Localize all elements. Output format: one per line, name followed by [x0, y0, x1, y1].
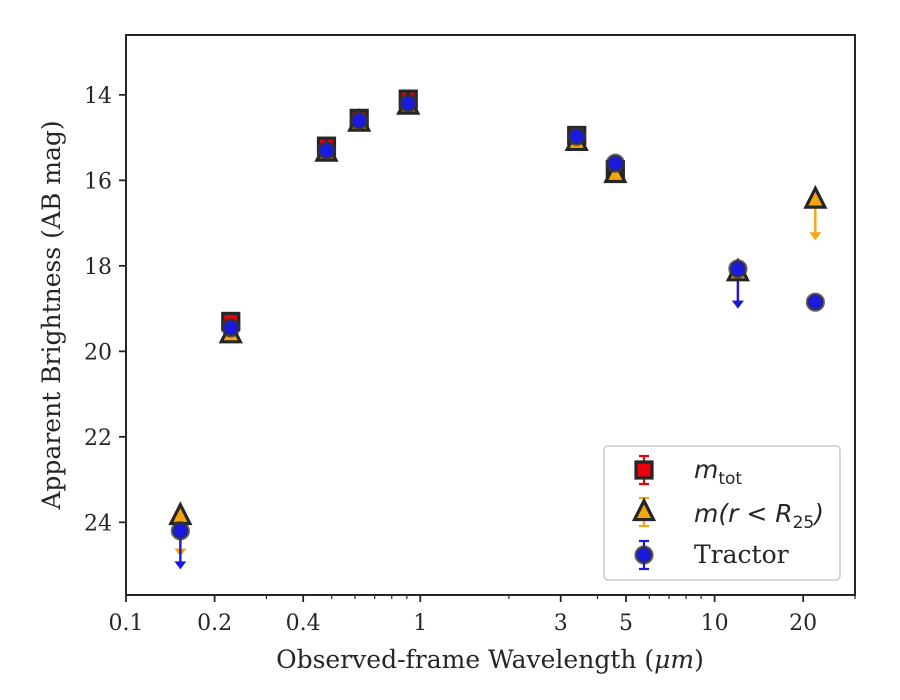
upper-limit-arrow-tractor-head — [174, 561, 187, 570]
legend-marker-tractor — [634, 545, 654, 565]
y-tick-label: 24 — [84, 511, 112, 536]
legend-marker-mtot — [634, 460, 654, 480]
axis-ticks: 0.1 0.2 0.4 1 3 5 10 20 14 16 18 20 22 24 — [84, 84, 856, 636]
upper-limit-arrow-tractor-head — [731, 300, 744, 309]
point-tractor — [567, 126, 587, 146]
legend: mtot m(r < R25) Tractor — [603, 445, 841, 581]
y-tick-label: 18 — [84, 255, 112, 280]
y-tick-label: 16 — [84, 169, 112, 194]
legend-label-mr25: m(r < R25) — [694, 499, 824, 533]
x-tick-label: 3 — [554, 611, 568, 636]
point-tractor — [221, 318, 241, 338]
point-tractor — [349, 110, 369, 131]
x-axis-label: Observed-frame Wavelength (μm) — [276, 645, 704, 674]
legend-marker-mr25 — [631, 497, 657, 522]
data-markers — [168, 89, 828, 570]
plot-frame — [125, 34, 856, 596]
x-tick-label: 10 — [701, 611, 729, 636]
legend-label-tractor: Tractor — [694, 540, 789, 569]
x-tick-label: 0.2 — [197, 611, 232, 636]
y-tick-label: 22 — [84, 426, 112, 451]
x-tick-label: 0.1 — [109, 611, 144, 636]
y-tick-label: 20 — [84, 340, 112, 365]
point-mr25 — [803, 184, 828, 209]
upper-limit-arrow-mr25-head — [809, 232, 822, 241]
legend-frame — [603, 445, 841, 581]
point-tractor — [316, 140, 337, 161]
x-tick-label: 20 — [789, 611, 817, 636]
point-tractor — [605, 153, 625, 173]
point-tractor — [805, 292, 825, 312]
point-tractor — [398, 93, 418, 113]
x-tick-label: 1 — [413, 611, 427, 636]
x-tick-label: 0.4 — [286, 611, 321, 636]
y-tick-label: 14 — [84, 84, 112, 109]
x-tick-label: 5 — [619, 611, 633, 636]
point-tractor — [728, 259, 748, 279]
y-axis-label: Apparent Brightness (AB mag) — [37, 120, 66, 510]
legend-label-mtot: mtot — [694, 455, 742, 489]
point-tractor — [170, 521, 190, 541]
legend-markers — [631, 454, 657, 571]
